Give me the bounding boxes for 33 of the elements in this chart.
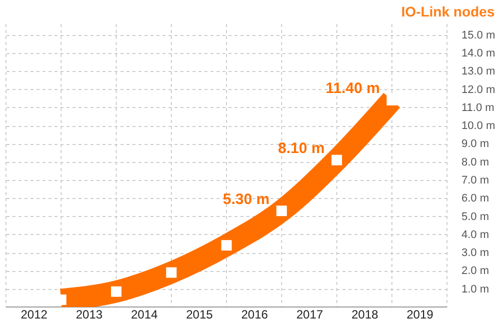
point <box>332 154 342 166</box>
y-tick-label: 2.0 m <box>462 265 490 278</box>
x-tick-label: 2012 <box>20 308 48 322</box>
point <box>386 94 398 106</box>
data-label: 11.40 m <box>326 80 380 98</box>
y-tick-label: 5.0 m <box>462 210 490 223</box>
point <box>111 286 122 297</box>
data-label: 5.30 m <box>222 190 270 208</box>
y-tick-label: 11.0 m <box>462 102 494 114</box>
y-tick-label: 12.0 m <box>462 84 496 96</box>
point <box>221 240 232 251</box>
point <box>166 267 177 278</box>
y-tick-label: 3.0 m <box>462 247 490 260</box>
y-tick-label: 7.0 m <box>462 174 490 187</box>
y-tick-label: 13.0 m <box>462 66 496 78</box>
x-tick-label: 2014 <box>130 308 158 322</box>
x-tick-label: 2018 <box>351 308 378 322</box>
x-tick-label: 2013 <box>76 308 103 322</box>
x-tick-label: 2019 <box>406 308 434 322</box>
y-tick-label: 6.0 m <box>462 192 490 205</box>
y-tick-label: 14.0 m <box>462 48 496 60</box>
y-tick-label: 15.0 m <box>462 29 496 42</box>
x-tick-label: 2015 <box>186 308 214 322</box>
data-label: 8.10 m <box>278 140 325 158</box>
y-tick-label: 1.0 m <box>462 283 490 296</box>
x-tick-label: 2016 <box>241 308 268 322</box>
chart-title: IO-Link nodes <box>401 4 495 20</box>
y-tick-label: 10.0 m <box>462 120 496 132</box>
x-tick-label: 2017 <box>296 308 324 322</box>
y-tick-label: 9.0 m <box>462 138 490 150</box>
y-tick-label: 4.0 m <box>462 228 490 241</box>
point <box>276 206 287 216</box>
y-tick-label: 8.0 m <box>462 156 490 168</box>
